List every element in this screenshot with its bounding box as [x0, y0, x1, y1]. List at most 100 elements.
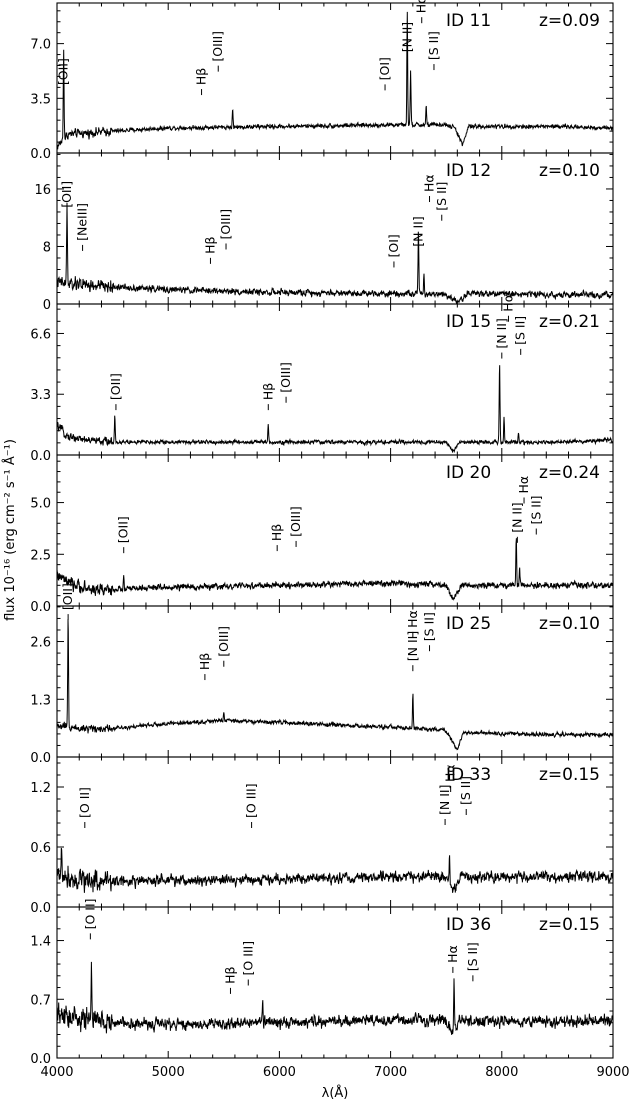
emission-line-label: [O II]: [82, 898, 97, 929]
x-tick-label: 9000: [596, 1065, 629, 1080]
panel-redshift-label: z=0.09: [539, 11, 600, 31]
y-tick-label: 0.0: [30, 901, 51, 916]
panel-id-label: ID 12: [446, 161, 491, 181]
x-tick-label: 4000: [40, 1065, 73, 1080]
emission-line-label: [OII]: [59, 181, 74, 208]
spectrum-panel: 0.0 3.5 7.0 ID 11 z=0.09 [OII] Hβ[OIII] [OI] [N …: [30, 0, 614, 162]
panel-redshift-label: z=0.10: [539, 161, 600, 181]
spectrum-line: [56, 961, 614, 1035]
emission-line-label: Hα: [501, 294, 516, 312]
emission-line-label: Hβ: [269, 524, 284, 541]
emission-line-label: Hα: [405, 610, 420, 628]
emission-line-label: [N II]: [437, 785, 452, 815]
spectrum-line: [56, 619, 614, 751]
y-tick-label: 6.6: [30, 327, 51, 342]
emission-line-label: [OII]: [116, 516, 131, 543]
emission-line-label: Hα: [443, 764, 458, 782]
spectrum-panels: 0.03.57.0ID 11 z=0.09[OII] Hβ[OIII][OI][N …: [30, 0, 629, 1080]
emission-line-label: [S II]: [465, 942, 480, 971]
panel-redshift-label: z=0.21: [539, 312, 600, 332]
y-tick-label: 0.6: [30, 841, 51, 856]
y-tick-label: 1.2: [30, 781, 51, 796]
emission-line-label: [S II]: [422, 612, 437, 641]
x-tick-label: 6000: [263, 1065, 296, 1080]
panel-id-label: ID 11: [446, 11, 491, 31]
y-tick-label: 3.5: [30, 92, 51, 107]
emission-line-label: [O II]: [77, 787, 92, 818]
panel-id-label: ID 25: [446, 614, 491, 634]
panel-frame: [56, 303, 614, 456]
spectrum-line: [56, 11, 614, 150]
emission-line-label: [N II]: [509, 502, 524, 532]
emission-line-label: [OII]: [56, 58, 71, 85]
emission-line-label: [OI]: [377, 57, 392, 80]
emission-line-label: Hβ: [197, 653, 212, 670]
spectrum-line: [56, 202, 614, 305]
emission-line-label: Hβ: [203, 237, 218, 254]
x-tick-label: 5000: [152, 1065, 185, 1080]
spectrum-panel: 0.0 1.3 2.6 ID 25 z=0.10 [OII] Hβ [OIII] [N II] H…: [30, 583, 614, 766]
emission-line-label: [S II]: [528, 495, 543, 524]
spectrum-line: [56, 847, 614, 893]
emission-line-label: [NeIII]: [75, 203, 90, 241]
panel-redshift-label: z=0.15: [539, 915, 600, 935]
emission-line-label: [N II]: [399, 22, 414, 52]
emission-line-label: [S II]: [426, 31, 441, 60]
emission-line-label: [OIII]: [216, 626, 231, 657]
emission-line-label: [N II]: [410, 216, 425, 246]
x-tick-label: 8000: [485, 1065, 518, 1080]
y-tick-label: 0.0: [30, 449, 51, 464]
emission-line-label: [OI]: [386, 234, 401, 257]
spectrum-panel: 0.0 0.7 1.4 ID 36 z=0.15 [O II] Hβ [O III] Hα [S …: [30, 898, 629, 1080]
emission-line-label: [OII]: [60, 583, 75, 610]
panel-redshift-label: z=0.10: [539, 614, 600, 634]
y-tick-label: 0: [43, 298, 51, 313]
emission-line-label: [O III]: [240, 941, 255, 976]
y-axis-title: flux 10⁻¹⁶ (erg cm⁻² s⁻¹ Å⁻¹): [2, 439, 18, 621]
panel-redshift-label: z=0.24: [539, 463, 600, 483]
emission-line-label: Hα: [414, 0, 429, 13]
spectrum-panel: 0.0 0.6 1.2 ID 33 z=0.15 [O II] [O III] [N II] H…: [30, 756, 614, 916]
y-tick-label: 1.4: [30, 935, 51, 950]
y-tick-label: 0.0: [30, 751, 51, 766]
y-tick-label: 5.0: [30, 497, 51, 512]
panel-id-label: ID 15: [446, 312, 491, 332]
emission-line-label: [OII]: [108, 373, 123, 400]
panel-id-label: ID 36: [446, 915, 491, 935]
emission-line-label: [OIII]: [288, 506, 303, 537]
emission-line-label: Hα: [445, 945, 460, 963]
emission-line-label: [S II]: [513, 316, 528, 345]
emission-line-label: [S II]: [434, 182, 449, 211]
x-axis-title: λ(Å): [322, 1085, 349, 1101]
spectrum-panel: 0.0 2.5 5.0 ID 20 z=0.24 [OII] Hβ [OIII] [N II] H…: [30, 454, 614, 615]
emission-line-label: [OIII]: [278, 362, 293, 393]
emission-line-label: [O III]: [244, 783, 259, 818]
emission-line-label: [OIII]: [218, 209, 233, 240]
emission-line-label: Hβ: [223, 967, 238, 984]
emission-line-label: [N II]: [405, 631, 420, 661]
emission-line-label: [N II]: [494, 318, 509, 348]
panel-frame: [56, 152, 614, 305]
y-tick-label: 0.0: [30, 1052, 51, 1067]
emission-line-label: Hα: [516, 476, 531, 494]
spectrum-line: [56, 365, 614, 454]
y-tick-label: 7.0: [30, 38, 51, 53]
emission-line-label: [OIII]: [210, 31, 225, 62]
y-tick-label: 8: [43, 240, 51, 255]
panel-id-label: ID 33: [446, 765, 491, 785]
emission-line-label: Hβ: [260, 383, 275, 400]
y-tick-label: 16: [34, 183, 51, 198]
panel-frame: [56, 756, 614, 908]
y-tick-label: 0.0: [30, 600, 51, 615]
panel-redshift-label: z=0.15: [539, 765, 600, 785]
y-tick-label: 1.3: [30, 693, 51, 708]
spectrum-panel: 0.0 3.3 6.6 ID 15 z=0.21 [OII] Hβ [OIII] [N II] H…: [30, 294, 614, 464]
panel-id-label: ID 20: [446, 463, 491, 483]
y-tick-label: 3.3: [30, 388, 51, 403]
emission-line-label: [S II]: [458, 776, 473, 805]
y-tick-label: 2.6: [30, 636, 51, 651]
emission-line-label: Hβ: [194, 68, 209, 85]
x-tick-label: 7000: [374, 1065, 407, 1080]
y-tick-label: 2.5: [30, 548, 51, 563]
